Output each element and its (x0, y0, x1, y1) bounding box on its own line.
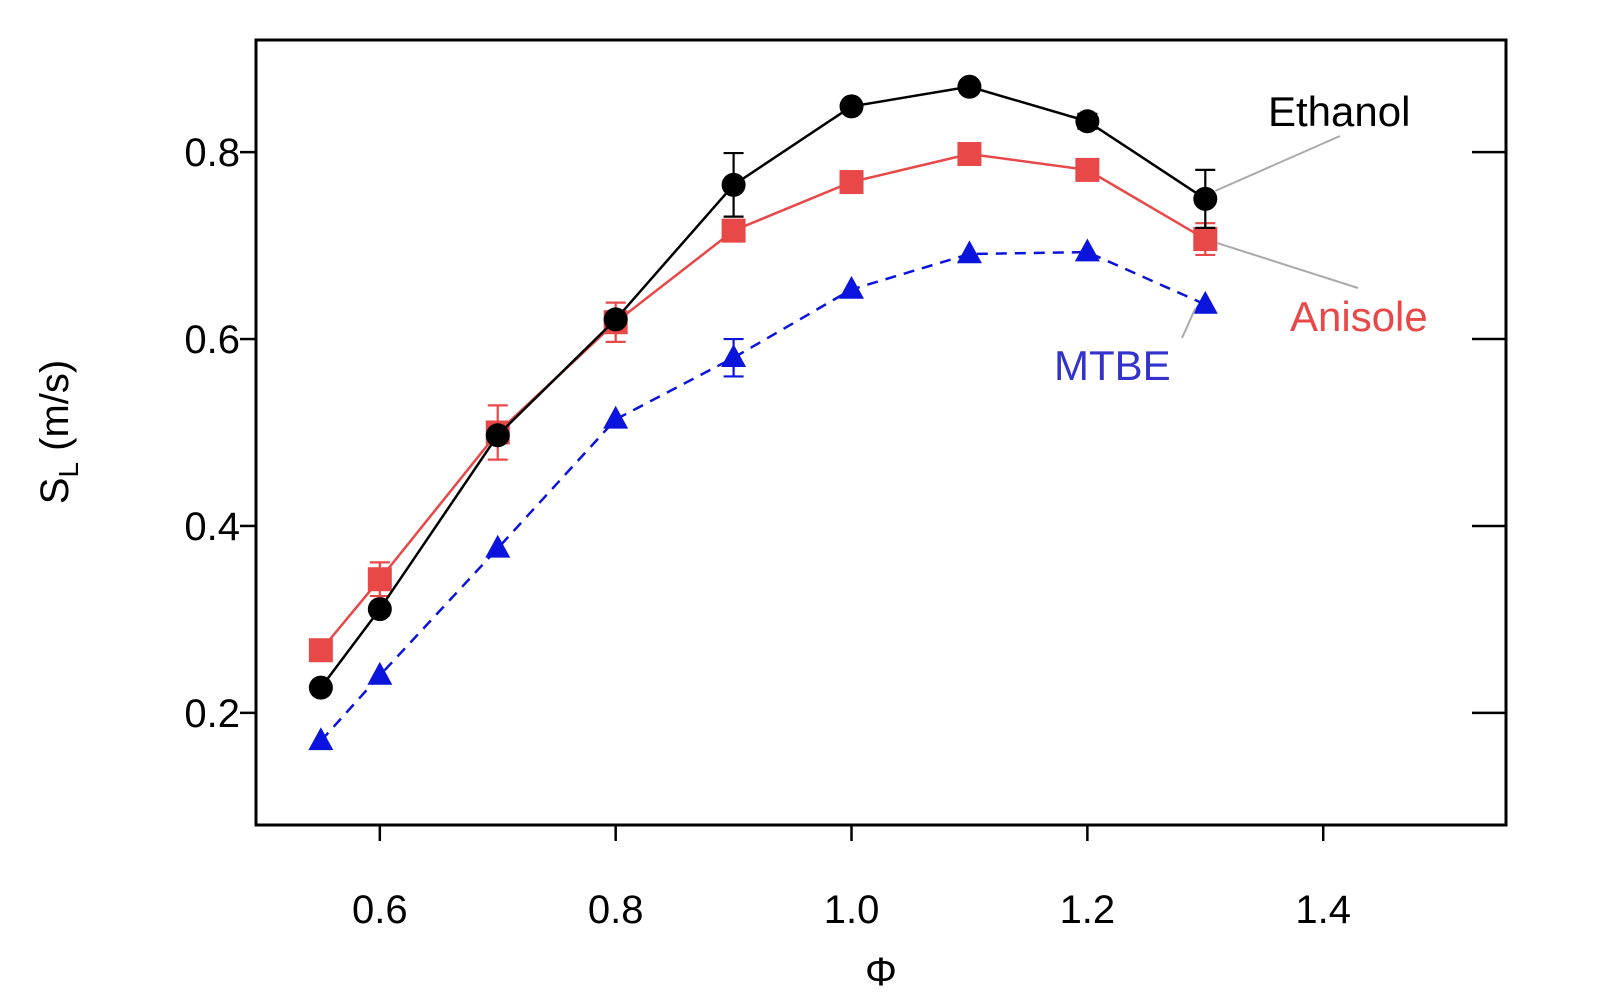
point-anisole (367, 567, 392, 592)
point-ethanol (603, 307, 628, 332)
point-mtbe (956, 240, 982, 264)
y-axis-label-main: S (33, 478, 77, 505)
y-tick-label: 0.6 (184, 318, 240, 362)
x-tick-label: 0.8 (588, 888, 644, 932)
point-mtbe (721, 344, 747, 367)
x-tick-label: 1.0 (824, 888, 880, 932)
series-label-anisole: Anisole (1290, 293, 1428, 340)
point-ethanol (485, 423, 510, 448)
point-ethanol (1075, 109, 1100, 134)
point-mtbe (485, 534, 511, 558)
y-tick-label: 0.8 (184, 131, 240, 175)
point-ethanol (839, 94, 864, 119)
leader-line-anisole (1216, 242, 1359, 289)
point-anisole (957, 142, 982, 167)
point-mtbe (1192, 290, 1218, 314)
x-tick-label: 0.6 (352, 888, 408, 932)
y-axis-label-unit: (m/s) (33, 360, 77, 462)
x-axis-label: Φ (865, 950, 897, 989)
y-tick-label: 0.4 (184, 505, 240, 549)
x-tick-label: 1.2 (1060, 888, 1116, 932)
point-anisole (1193, 227, 1218, 252)
point-ethanol (957, 74, 982, 99)
leader-line-mtbe (1181, 308, 1197, 339)
y-ticks: 0.2 0.4 0.6 0.8 (184, 131, 1506, 736)
series-line-mtbe (319, 250, 1206, 742)
y-axis-label: SL (m/s) (33, 360, 84, 504)
series-line-anisole (319, 152, 1206, 651)
point-ethanol (721, 172, 746, 197)
point-mtbe (839, 275, 865, 299)
x-tick-label: 1.4 (1295, 888, 1351, 932)
point-mtbe (308, 727, 334, 751)
point-anisole (1075, 157, 1100, 182)
leader-line-ethanol (1214, 135, 1341, 192)
point-mtbe (367, 661, 393, 685)
point-ethanol (308, 675, 333, 700)
series-layer (308, 74, 1218, 751)
series-label-ethanol: Ethanol (1268, 88, 1410, 135)
x-ticks: 0.6 0.8 1.0 1.2 1.4 (352, 825, 1351, 932)
y-tick-label: 0.2 (184, 692, 240, 736)
point-mtbe (1074, 238, 1100, 262)
point-anisole (308, 638, 333, 663)
point-ethanol (1193, 186, 1218, 211)
series-label-mtbe: MTBE (1054, 342, 1171, 389)
point-mtbe (603, 405, 629, 429)
point-anisole (721, 218, 746, 243)
point-ethanol (367, 597, 392, 622)
plot-frame (254, 38, 1508, 827)
point-anisole (839, 170, 864, 195)
leader-lines (1181, 135, 1359, 339)
y-axis-label-subscript: L (53, 462, 84, 478)
